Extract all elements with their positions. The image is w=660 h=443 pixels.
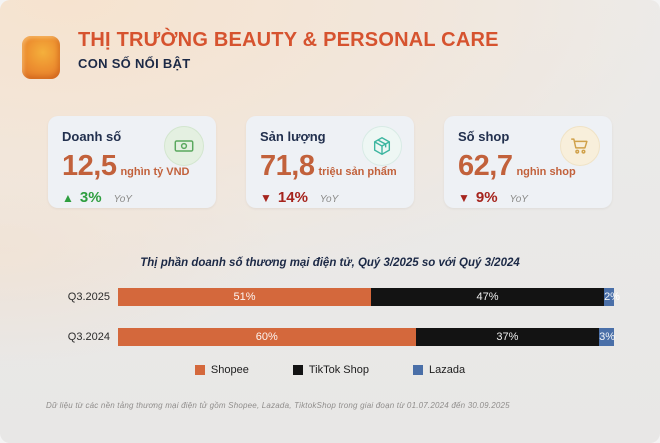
chart-row: Q3.2024 60% 37% 3% xyxy=(46,328,616,346)
bar-segment-shopee: 51% xyxy=(118,288,371,306)
bar-track: 60% 37% 3% xyxy=(118,328,616,346)
chart-title: Thị phần doanh số thương mại điện tử, Qu… xyxy=(140,257,520,269)
header: THỊ TRƯỜNG BEAUTY & PERSONAL CARE CON SỐ… xyxy=(78,29,499,71)
bar-segment-lazada: 2% xyxy=(604,288,620,306)
stat-value: 71,8 xyxy=(260,150,315,182)
stat-cards-row: Doanh số 12,5 nghìn tỷ VND ▲ 3% YoY Sản lượ… xyxy=(48,116,612,208)
legend-item-tiktok-shop: TikTok Shop xyxy=(292,364,369,376)
stat-label: Sản lượng xyxy=(260,129,326,144)
trend-up-icon: ▲ xyxy=(62,191,74,205)
bar-segment-value: 47% xyxy=(476,291,499,303)
package-icon xyxy=(362,126,402,166)
stat-unit: triệu sản phẩm xyxy=(318,166,397,178)
bar-segment-value: 51% xyxy=(233,291,256,303)
stat-period: YoY xyxy=(113,194,132,205)
stat-value: 62,7 xyxy=(458,150,513,182)
page-title: THỊ TRƯỜNG BEAUTY & PERSONAL CARE xyxy=(78,29,499,51)
chart-row-label: Q3.2025 xyxy=(67,291,110,303)
legend-item-lazada: Lazada xyxy=(412,364,466,376)
stat-card-revenue: Doanh số 12,5 nghìn tỷ VND ▲ 3% YoY xyxy=(48,116,216,208)
legend-swatch xyxy=(292,365,303,375)
chart-legend: Shopee TikTok Shop Lazada xyxy=(0,364,660,376)
bar-track: 51% 47% 2% xyxy=(118,288,620,306)
stat-label: Doanh số xyxy=(62,129,122,144)
bar-segment-tiktok-shop: 37% xyxy=(415,328,600,346)
bar-segment-shopee: 60% xyxy=(118,328,416,346)
legend-swatch xyxy=(194,365,205,375)
stat-period: YoY xyxy=(509,194,528,205)
legend-label: TikTok Shop xyxy=(308,364,369,376)
page-subtitle: CON SỐ NỔI BẬT xyxy=(78,56,191,71)
cart-icon xyxy=(560,126,600,166)
stat-unit: nghìn tỷ VND xyxy=(120,166,190,178)
banknote-icon xyxy=(164,126,204,166)
bar-segment-lazada: 3% xyxy=(599,328,616,346)
stat-card-volume: Sản lượng 71,8 triệu sản phẩm ▼ 14% YoY xyxy=(246,116,414,208)
stat-label: Số shop xyxy=(458,129,510,144)
legend-item-shopee: Shopee xyxy=(194,364,249,376)
bar-segment-value: 60% xyxy=(255,331,278,343)
stat-period: YoY xyxy=(319,194,339,205)
stat-change: 3% xyxy=(79,189,102,206)
trend-down-icon: ▼ xyxy=(260,191,272,205)
legend-label: Lazada xyxy=(428,364,466,376)
chart-row-label: Q3.2024 xyxy=(67,331,110,343)
bar-segment-value: 2% xyxy=(604,291,620,303)
stat-change: 9% xyxy=(475,189,498,206)
stacked-bar-chart: Q3.2025 51% 47% 2% Q3.2024 60% 37% 3% xyxy=(46,288,620,368)
bar-segment-tiktok-shop: 47% xyxy=(370,288,605,306)
trend-down-icon: ▼ xyxy=(458,191,470,205)
brand-logo-icon xyxy=(22,36,60,79)
legend-swatch xyxy=(412,365,423,375)
stat-card-shops: Số shop 62,7 nghìn shop ▼ 9% YoY xyxy=(444,116,612,208)
bar-segment-value: 3% xyxy=(599,331,616,343)
chart-row: Q3.2025 51% 47% 2% xyxy=(46,288,620,306)
stat-unit: nghìn shop xyxy=(516,166,576,178)
source-note: Dữ liệu từ các nền tảng thương mại điện … xyxy=(46,401,510,410)
legend-label: Shopee xyxy=(210,364,249,376)
stat-value: 12,5 xyxy=(62,150,117,182)
stat-change: 14% xyxy=(277,189,308,206)
bar-segment-value: 37% xyxy=(496,331,519,343)
